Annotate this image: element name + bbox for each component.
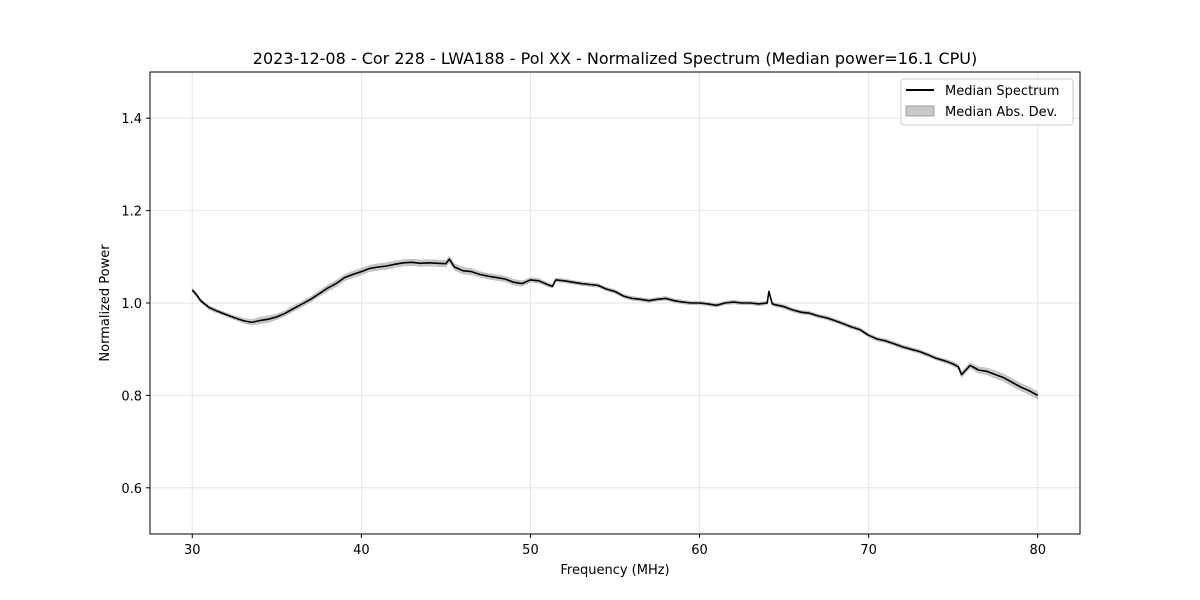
legend: Median Spectrum Median Abs. Dev. xyxy=(900,78,1074,126)
y-tick-label: 1.2 xyxy=(121,205,142,220)
legend-label-median-spectrum: Median Spectrum xyxy=(945,84,1059,99)
x-tick-label: 40 xyxy=(353,543,370,558)
chart-title: 2023-12-08 - Cor 228 - LWA188 - Pol XX -… xyxy=(253,49,977,68)
x-tick-label: 80 xyxy=(1029,543,1046,558)
median-spectrum-layer xyxy=(191,258,1039,397)
median-spectrum-line xyxy=(191,258,1039,397)
mad-band-layer xyxy=(192,255,1038,400)
y-tick-label: 1.4 xyxy=(121,112,142,127)
x-tick-label: 70 xyxy=(860,543,877,558)
axis-ticks: 30 40 50 60 70 80 0.6 0.8 1.0 1.2 1.4 xyxy=(121,112,1046,558)
y-axis-label: Normalized Power xyxy=(98,244,113,362)
median-abs-dev-band xyxy=(192,255,1038,400)
y-tick-label: 0.6 xyxy=(121,482,142,497)
x-tick-label: 50 xyxy=(522,543,539,558)
y-tick-label: 0.8 xyxy=(121,389,142,404)
legend-label-median-abs-dev: Median Abs. Dev. xyxy=(945,105,1057,120)
y-tick-label: 1.0 xyxy=(121,297,142,312)
x-tick-label: 30 xyxy=(184,543,201,558)
x-axis-label: Frequency (MHz) xyxy=(560,563,669,578)
x-tick-label: 60 xyxy=(691,543,708,558)
legend-band-swatch xyxy=(905,105,935,117)
legend-box xyxy=(900,78,1074,126)
